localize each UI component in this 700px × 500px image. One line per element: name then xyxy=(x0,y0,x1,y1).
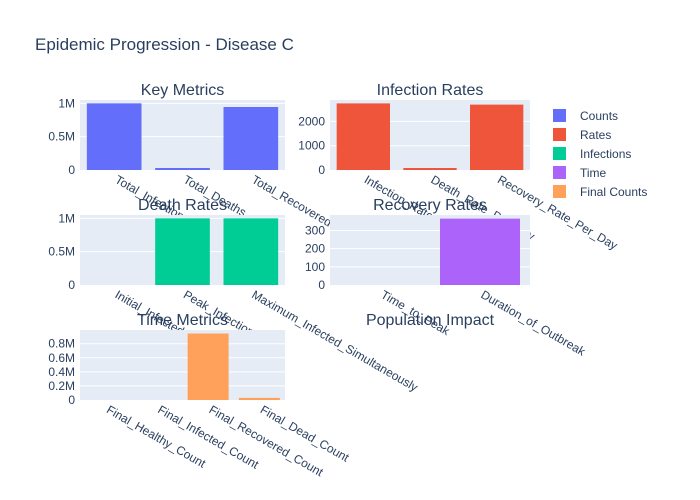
y-tick-label: 0 xyxy=(318,163,325,177)
legend-label: Rates xyxy=(580,128,611,142)
legend-swatch xyxy=(553,185,566,198)
legend-item[interactable]: Rates xyxy=(553,128,611,142)
subplot-title: Recovery Rates xyxy=(373,197,487,214)
legend-item[interactable]: Time xyxy=(553,166,607,180)
legend-swatch xyxy=(553,147,566,160)
legend-item[interactable]: Infections xyxy=(553,147,631,161)
y-tick-label: 0.2M xyxy=(48,379,75,393)
chart-title: Epidemic Progression - Disease C xyxy=(35,35,294,54)
x-tick-label: Duration_of_Outbreak xyxy=(479,287,589,359)
y-tick-label: 1M xyxy=(58,96,75,110)
y-tick-label: 0.5M xyxy=(48,130,75,144)
legend-item[interactable]: Counts xyxy=(553,109,618,123)
bar-total-deaths[interactable] xyxy=(155,168,210,170)
subplot-time-metrics: Time Metrics00.2M0.4M0.6M0.8MFinal_Healt… xyxy=(48,312,352,480)
subplot-title: Key Metrics xyxy=(141,82,225,99)
bar-recovery-rate-per-day[interactable] xyxy=(470,104,524,170)
y-tick-label: 200 xyxy=(305,242,325,256)
bar-final-recovered-count[interactable] xyxy=(187,333,229,400)
legend-swatch xyxy=(553,166,566,179)
subplot-population-impact: Population Impact xyxy=(366,312,495,329)
bar-duration-of-outbreak[interactable] xyxy=(440,218,520,285)
legend[interactable]: Counts Rates Infections Time Final Counts xyxy=(553,109,647,199)
y-tick-label: 2000 xyxy=(298,114,325,128)
legend-label: Counts xyxy=(580,109,618,123)
y-tick-label: 0 xyxy=(68,278,75,292)
bar-maximum-infected-simultaneously[interactable] xyxy=(223,218,279,285)
y-tick-label: 100 xyxy=(305,260,325,274)
legend-swatch xyxy=(553,109,566,122)
legend-label: Time xyxy=(580,166,607,180)
bar-death-rate-per-day[interactable] xyxy=(403,168,457,170)
y-tick-label: 1M xyxy=(58,211,75,225)
y-tick-label: 0.4M xyxy=(48,365,75,379)
bar-infection-rate-per-day[interactable] xyxy=(336,103,390,170)
y-tick-label: 300 xyxy=(305,223,325,237)
subplot-title: Death Rates xyxy=(138,197,227,214)
plot-area xyxy=(80,330,285,400)
bar-total-infections[interactable] xyxy=(86,103,142,170)
legend-item[interactable]: Final Counts xyxy=(553,185,647,199)
legend-label: Final Counts xyxy=(580,185,647,199)
bar-total-recovered[interactable] xyxy=(223,107,279,170)
y-tick-label: 0.6M xyxy=(48,351,75,365)
bar-peak-infection-rate[interactable] xyxy=(155,218,210,285)
legend-label: Infections xyxy=(580,147,631,161)
y-tick-label: 0 xyxy=(318,278,325,292)
bar-final-dead-count[interactable] xyxy=(238,397,280,400)
y-tick-label: 0.5M xyxy=(48,245,75,259)
y-tick-label: 1000 xyxy=(298,139,325,153)
y-tick-label: 0 xyxy=(68,163,75,177)
subplot-title: Population Impact xyxy=(366,312,495,329)
subplot-title: Infection Rates xyxy=(377,82,484,99)
subplot-grid: Key Metrics00.5M1MTotal_InfectionsTotal_… xyxy=(48,82,620,480)
subplot-title: Time Metrics xyxy=(137,312,228,329)
y-tick-label: 0 xyxy=(68,393,75,407)
legend-swatch xyxy=(553,128,566,141)
y-tick-label: 0.8M xyxy=(48,337,75,351)
